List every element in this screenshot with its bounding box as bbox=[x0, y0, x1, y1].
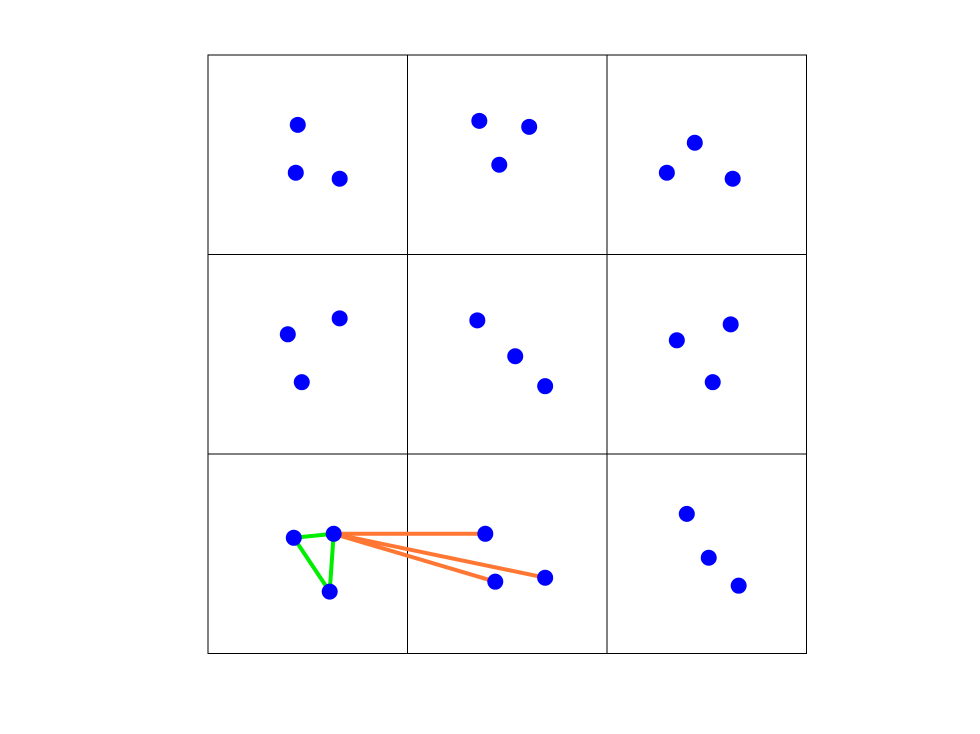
point-r1c1-3 bbox=[537, 378, 554, 395]
grid-cells bbox=[207, 54, 807, 654]
connector-line-3 bbox=[331, 531, 548, 580]
grid-cell-r2c2 bbox=[606, 453, 807, 654]
point-r0c0-2 bbox=[287, 164, 304, 181]
grid-cell-r2c0 bbox=[207, 453, 408, 654]
grid-cell-r1c1 bbox=[407, 254, 608, 455]
point-r1c1-2 bbox=[507, 348, 524, 365]
grid-cell-r0c2 bbox=[606, 54, 807, 255]
point-r1c1-1 bbox=[469, 312, 486, 329]
point-r0c2-1 bbox=[686, 134, 703, 151]
point-r1c0-2 bbox=[279, 326, 296, 343]
grid-cell-r0c0 bbox=[207, 54, 408, 255]
point-r2c1-3 bbox=[537, 569, 554, 586]
point-r2c2-2 bbox=[700, 549, 717, 566]
grid-cell-r0c1 bbox=[407, 54, 608, 255]
point-r2c0-1 bbox=[285, 529, 302, 546]
triangle-outline bbox=[291, 531, 336, 594]
point-r2c0-3 bbox=[321, 583, 338, 600]
grid-cell-r1c2 bbox=[606, 254, 807, 455]
point-r1c2-2 bbox=[668, 332, 685, 349]
point-r0c0-1 bbox=[289, 116, 306, 133]
connector-lines bbox=[331, 531, 548, 584]
triangle-shape bbox=[291, 531, 336, 594]
point-r0c1-1 bbox=[471, 112, 488, 129]
point-r0c0-3 bbox=[331, 170, 348, 187]
point-r0c2-3 bbox=[724, 170, 741, 187]
point-r2c1-1 bbox=[477, 525, 494, 542]
point-r0c1-3 bbox=[491, 156, 508, 173]
point-r2c0-2 bbox=[325, 525, 342, 542]
point-r1c2-3 bbox=[704, 374, 721, 391]
points bbox=[279, 112, 747, 600]
point-r1c0-1 bbox=[331, 310, 348, 327]
point-r2c2-1 bbox=[678, 505, 695, 522]
grid-cell-r1c0 bbox=[207, 254, 408, 455]
point-r1c2-1 bbox=[722, 316, 739, 333]
point-r2c1-2 bbox=[487, 573, 504, 590]
point-r2c2-3 bbox=[730, 577, 747, 594]
connector-line-2 bbox=[331, 531, 498, 584]
point-r0c2-2 bbox=[658, 164, 675, 181]
point-r0c1-2 bbox=[521, 118, 538, 135]
point-r1c0-3 bbox=[293, 374, 310, 391]
